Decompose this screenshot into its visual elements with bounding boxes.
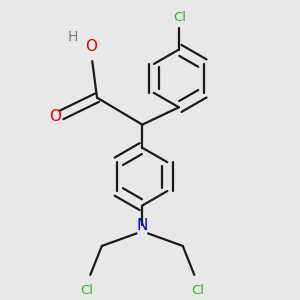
Text: Cl: Cl [192,284,205,298]
Text: O: O [85,39,97,54]
Text: O: O [49,110,61,124]
Text: Cl: Cl [80,284,93,298]
Text: H: H [68,30,78,44]
Text: Cl: Cl [173,11,186,25]
Text: N: N [136,218,148,233]
